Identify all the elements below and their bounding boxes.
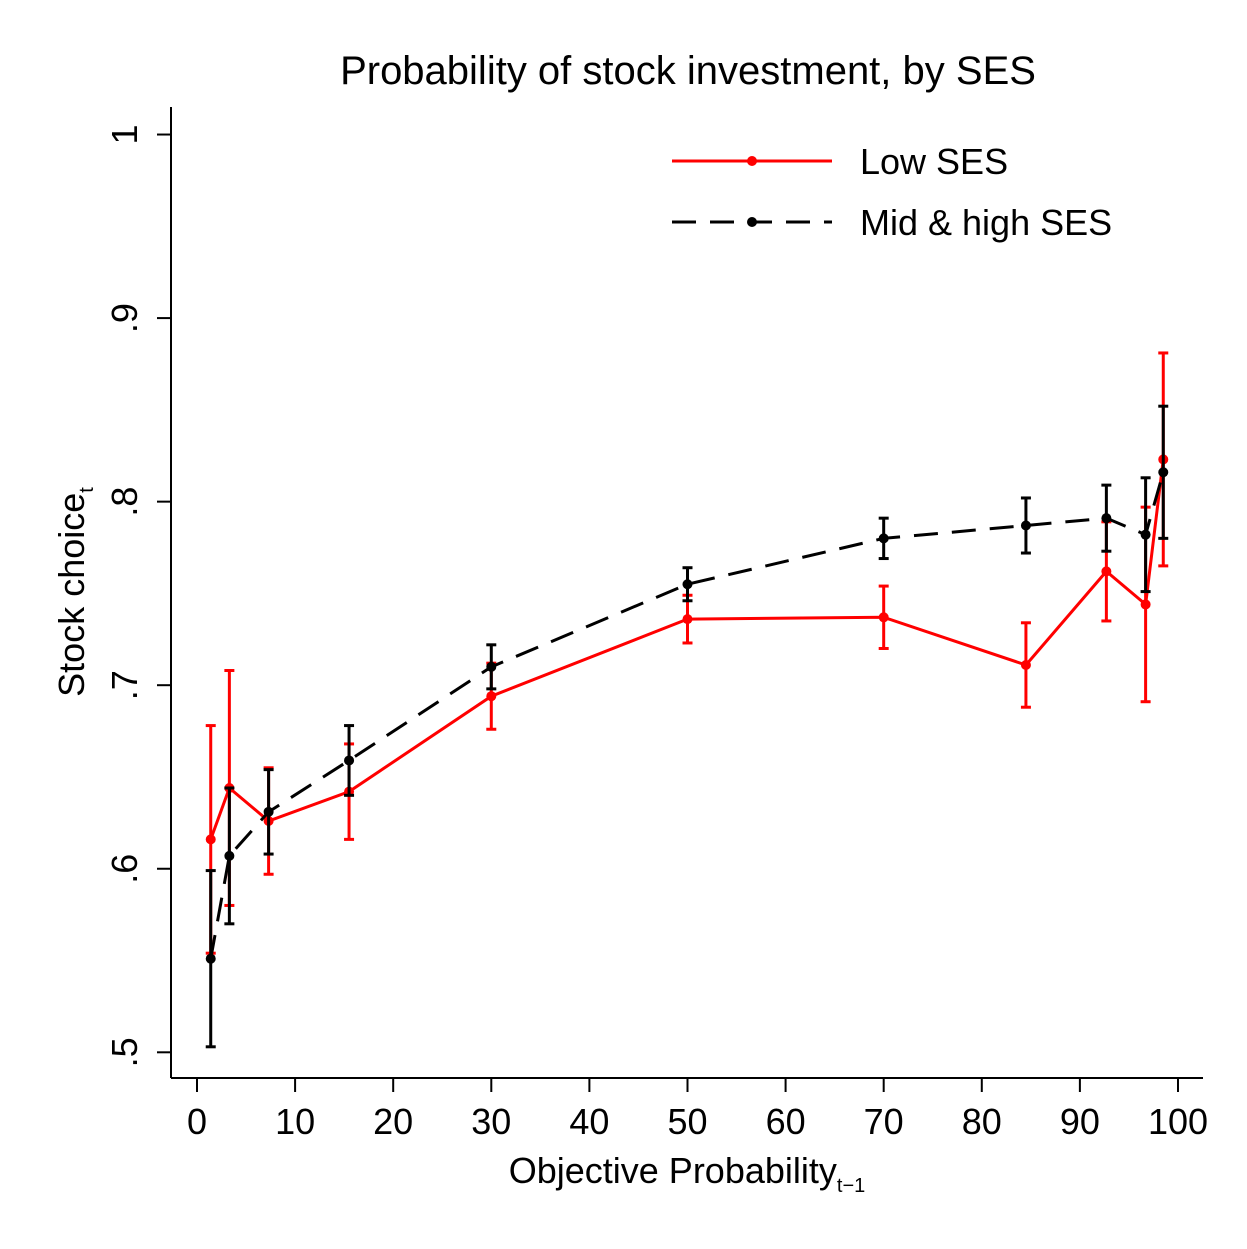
x-tick-label: 0 bbox=[187, 1101, 207, 1142]
point bbox=[205, 953, 216, 964]
point bbox=[224, 850, 235, 861]
point bbox=[878, 612, 889, 623]
series-line bbox=[209, 471, 1165, 959]
x-tick-label: 90 bbox=[1060, 1101, 1100, 1142]
x-tick-label: 50 bbox=[667, 1101, 707, 1142]
y-tick-label: .5 bbox=[104, 1037, 145, 1067]
x-tick-label: 40 bbox=[569, 1101, 609, 1142]
point bbox=[263, 806, 274, 817]
point bbox=[205, 834, 216, 845]
x-tick-label: 30 bbox=[471, 1101, 511, 1142]
y-tick-label: .7 bbox=[104, 670, 145, 700]
y-tick-label: .8 bbox=[104, 487, 145, 517]
x-label-main: Objective Probability bbox=[509, 1150, 837, 1191]
chart-title: Probability of stock investment, by SES bbox=[340, 49, 1036, 93]
point bbox=[1140, 529, 1151, 540]
x-tick-label: 10 bbox=[275, 1101, 315, 1142]
legend-label: Low SES bbox=[860, 141, 1008, 182]
x-label-sub: t−1 bbox=[837, 1175, 865, 1197]
point bbox=[1020, 660, 1031, 671]
point bbox=[878, 533, 889, 544]
point bbox=[1101, 566, 1112, 577]
point bbox=[682, 579, 693, 590]
legend-label: Mid & high SES bbox=[860, 202, 1112, 243]
x-axis-label: Objective Probabilityt−1 bbox=[509, 1150, 866, 1197]
point bbox=[486, 691, 497, 702]
y-label-main: Stock choice bbox=[51, 493, 92, 697]
x-tick-label: 80 bbox=[962, 1101, 1002, 1142]
point bbox=[1020, 520, 1031, 531]
legend-marker bbox=[747, 156, 757, 166]
point bbox=[344, 755, 355, 766]
y-tick-label: .9 bbox=[104, 303, 145, 333]
x-tick-label: 20 bbox=[373, 1101, 413, 1142]
x-tick-label: 100 bbox=[1148, 1101, 1208, 1142]
point bbox=[1101, 513, 1112, 524]
point bbox=[1140, 599, 1151, 610]
point bbox=[682, 614, 693, 625]
point bbox=[1158, 467, 1169, 478]
y-axis-label: Stock choicet bbox=[51, 487, 98, 697]
point bbox=[486, 661, 497, 672]
x-tick-label: 70 bbox=[864, 1101, 904, 1142]
y-label-sub: t bbox=[76, 487, 98, 493]
x-tick-label: 60 bbox=[766, 1101, 806, 1142]
y-tick-label: .6 bbox=[104, 854, 145, 884]
y-tick-label: 1 bbox=[104, 125, 145, 145]
legend-marker bbox=[747, 217, 757, 227]
